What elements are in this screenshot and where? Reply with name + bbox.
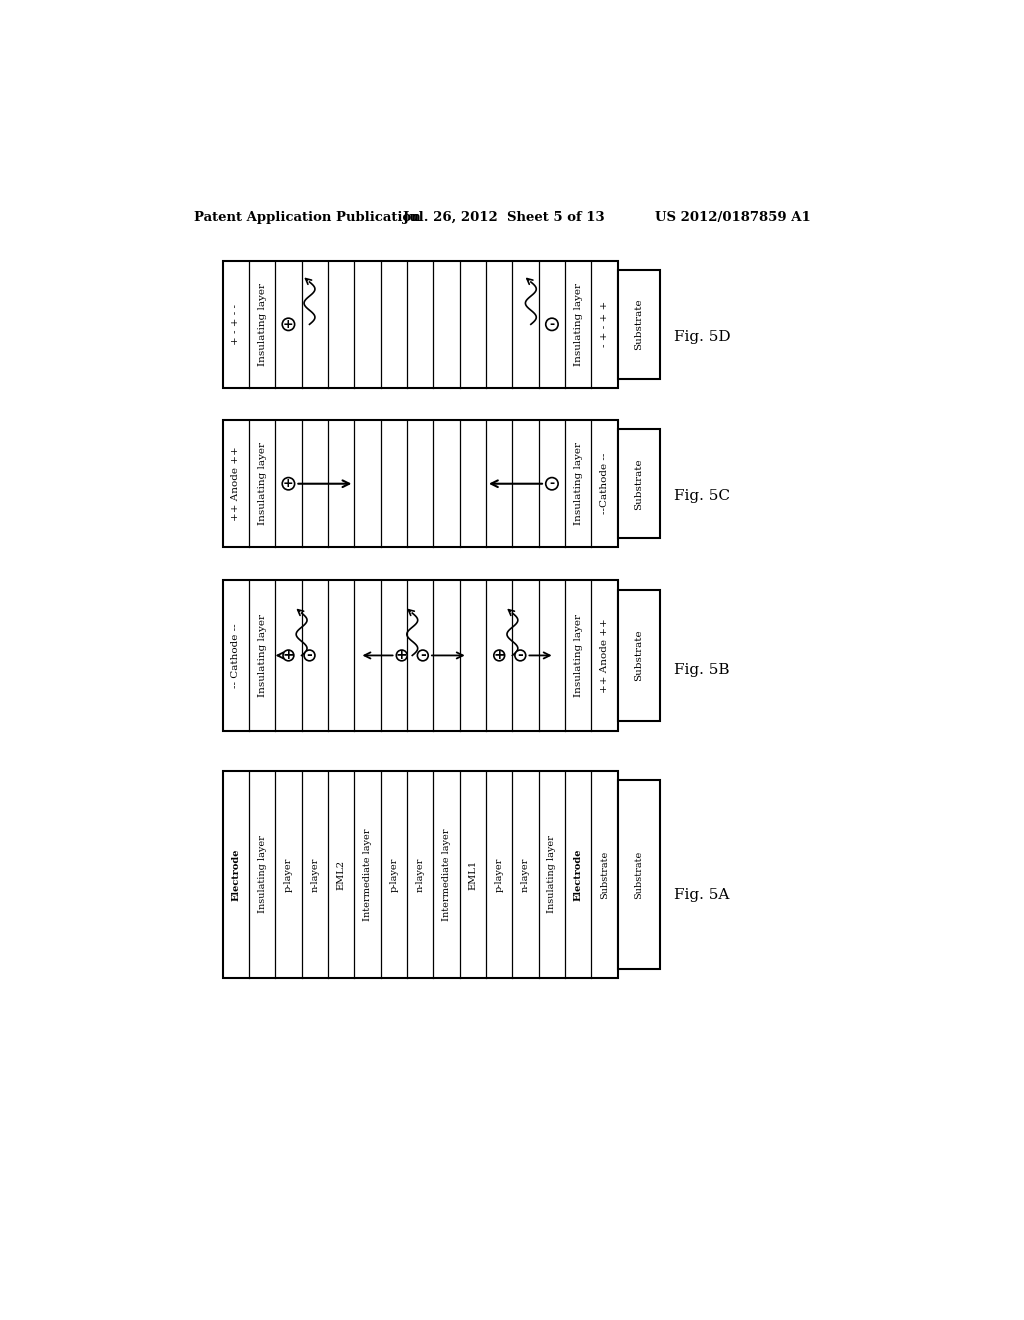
Text: Intermediate layer: Intermediate layer <box>442 828 451 921</box>
Text: US 2012/0187859 A1: US 2012/0187859 A1 <box>655 211 811 224</box>
Text: +: + <box>283 648 294 663</box>
Circle shape <box>494 649 505 661</box>
Text: EML2: EML2 <box>337 859 346 890</box>
Text: Fig. 5D: Fig. 5D <box>675 330 731 345</box>
Text: +: + <box>396 648 408 663</box>
Text: Insulating layer: Insulating layer <box>548 836 556 913</box>
Circle shape <box>546 478 558 490</box>
Text: Substrate: Substrate <box>635 850 644 899</box>
Text: Insulating layer: Insulating layer <box>573 442 583 525</box>
Bar <box>222 581 617 730</box>
Text: Patent Application Publication: Patent Application Publication <box>194 211 421 224</box>
Text: +: + <box>283 478 294 490</box>
Text: p-layer: p-layer <box>284 857 293 892</box>
Text: --Cathode --: --Cathode -- <box>600 453 609 515</box>
Text: -: - <box>517 648 523 663</box>
Bar <box>617 780 660 969</box>
Text: n-layer: n-layer <box>416 857 425 892</box>
Text: Fig. 5C: Fig. 5C <box>675 490 730 503</box>
Text: -: - <box>549 318 554 331</box>
Text: -: - <box>549 478 554 490</box>
Text: ++ Anode ++: ++ Anode ++ <box>600 618 609 693</box>
Text: ++ Anode ++: ++ Anode ++ <box>231 446 241 521</box>
Text: Substrate: Substrate <box>635 298 644 350</box>
Text: Insulating layer: Insulating layer <box>573 282 583 366</box>
Circle shape <box>515 649 525 661</box>
Text: p-layer: p-layer <box>495 857 504 892</box>
Text: Insulating layer: Insulating layer <box>258 836 266 913</box>
Text: EML1: EML1 <box>468 859 477 890</box>
Bar <box>617 590 660 721</box>
Text: n-layer: n-layer <box>521 857 530 892</box>
Text: Electrode: Electrode <box>231 849 241 900</box>
Text: +: + <box>494 648 505 663</box>
Text: Substrate: Substrate <box>600 850 609 899</box>
Text: Jul. 26, 2012  Sheet 5 of 13: Jul. 26, 2012 Sheet 5 of 13 <box>403 211 605 224</box>
Text: + - + - -: + - + - - <box>231 304 241 345</box>
Text: -- Cathode --: -- Cathode -- <box>231 623 241 688</box>
Text: p-layer: p-layer <box>389 857 398 892</box>
Circle shape <box>283 318 295 330</box>
Circle shape <box>283 478 295 490</box>
Text: Electrode: Electrode <box>573 849 583 900</box>
Text: - + - + +: - + - + + <box>600 301 609 347</box>
Bar <box>617 429 660 539</box>
Text: Fig. 5A: Fig. 5A <box>675 888 730 903</box>
Circle shape <box>418 649 428 661</box>
Text: Intermediate layer: Intermediate layer <box>362 828 372 921</box>
Text: -: - <box>420 648 426 663</box>
Bar <box>617 271 660 379</box>
Circle shape <box>304 649 315 661</box>
Text: Substrate: Substrate <box>635 458 644 510</box>
Text: Insulating layer: Insulating layer <box>258 614 266 697</box>
Text: +: + <box>283 318 294 331</box>
Text: Insulating layer: Insulating layer <box>258 282 266 366</box>
Bar <box>222 420 617 548</box>
Text: n-layer: n-layer <box>310 857 319 892</box>
Text: Insulating layer: Insulating layer <box>258 442 266 525</box>
Text: -: - <box>306 648 312 663</box>
Text: Insulating layer: Insulating layer <box>573 614 583 697</box>
Bar <box>222 771 617 978</box>
Circle shape <box>283 649 294 661</box>
Circle shape <box>546 318 558 330</box>
Text: Substrate: Substrate <box>635 630 644 681</box>
Text: Fig. 5B: Fig. 5B <box>675 664 730 677</box>
Bar <box>222 261 617 388</box>
Circle shape <box>396 649 408 661</box>
